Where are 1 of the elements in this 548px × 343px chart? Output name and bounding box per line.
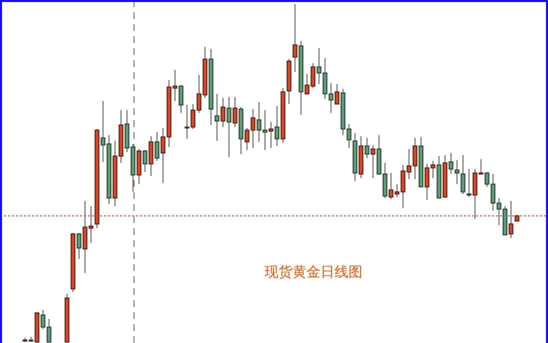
annotation: 现货黄金日线图 [264,264,362,280]
